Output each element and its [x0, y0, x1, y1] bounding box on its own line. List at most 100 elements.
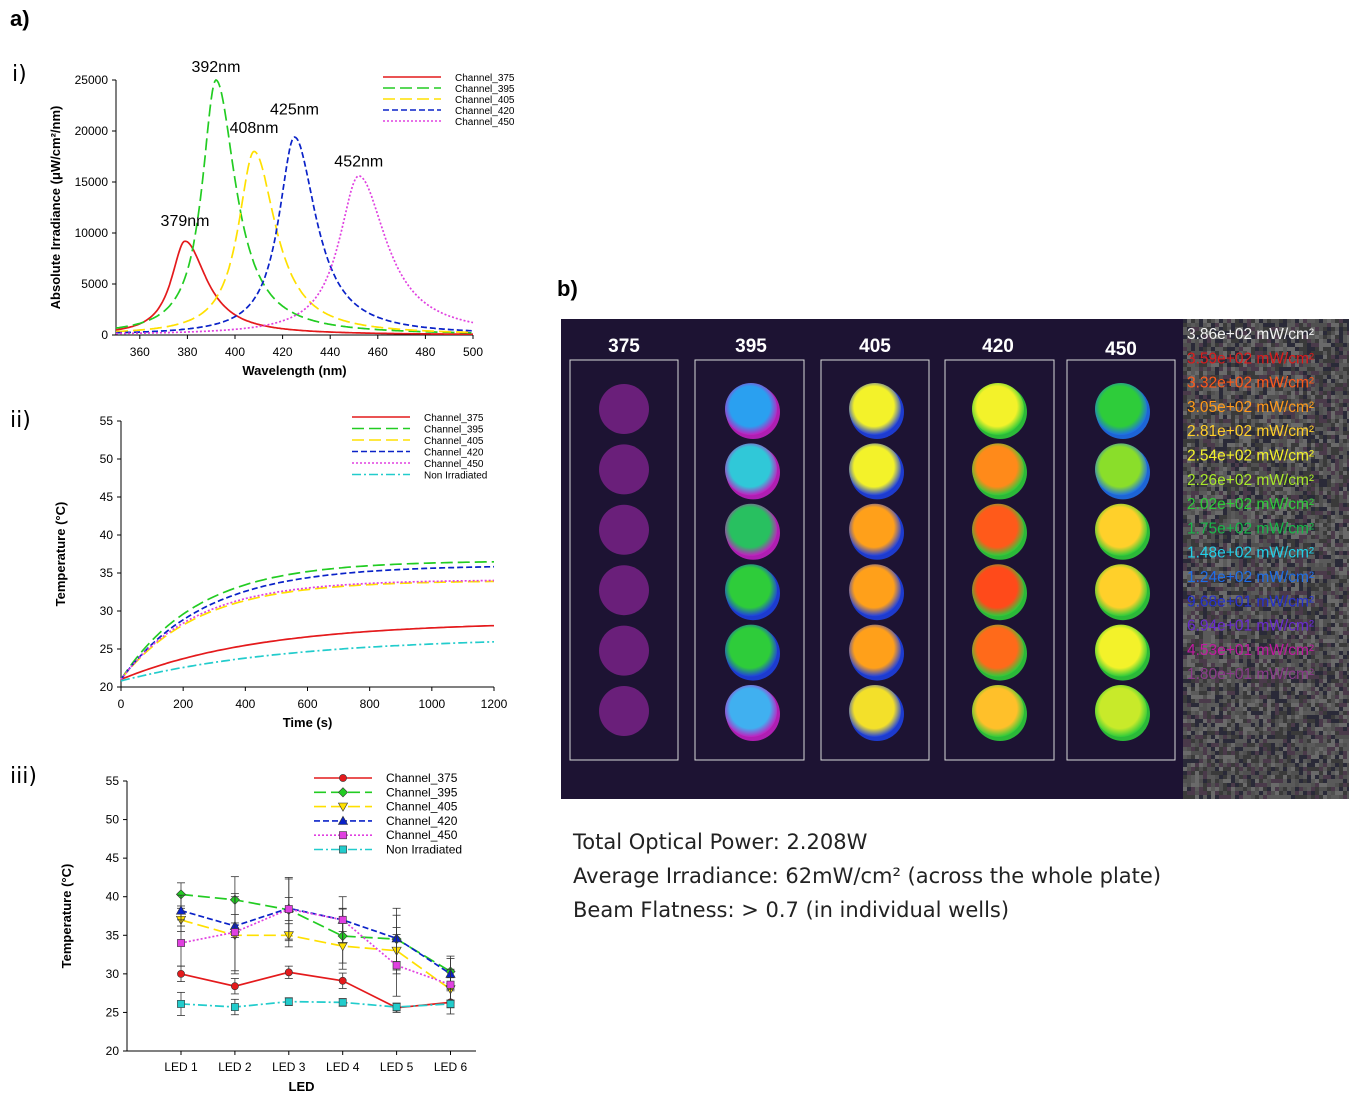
noise-pixel [1291, 431, 1295, 435]
noise-pixel [1187, 623, 1191, 627]
noise-pixel [1347, 355, 1349, 359]
noise-pixel [1335, 535, 1339, 539]
noise-pixel [1223, 543, 1227, 547]
noise-pixel [1323, 535, 1327, 539]
noise-pixel [1219, 711, 1223, 715]
noise-pixel [1335, 675, 1339, 679]
noise-pixel [1279, 335, 1283, 339]
noise-pixel [1343, 627, 1347, 631]
noise-pixel [1235, 719, 1239, 723]
noise-pixel [1275, 671, 1279, 675]
noise-pixel [1291, 491, 1295, 495]
noise-pixel [1315, 583, 1319, 587]
noise-pixel [1295, 655, 1299, 659]
noise-pixel [1219, 651, 1223, 655]
noise-pixel [1235, 539, 1239, 543]
noise-pixel [1251, 647, 1255, 651]
noise-pixel [1231, 539, 1235, 543]
noise-pixel [1315, 579, 1319, 583]
noise-pixel [1191, 727, 1195, 731]
temp-time-ytick-label: 30 [100, 604, 114, 618]
noise-pixel [1335, 443, 1339, 447]
noise-pixel [1195, 515, 1199, 519]
noise-pixel [1231, 375, 1235, 379]
noise-pixel [1247, 607, 1251, 611]
noise-pixel [1199, 411, 1203, 415]
noise-pixel [1195, 387, 1199, 391]
noise-pixel [1287, 727, 1291, 731]
noise-pixel [1319, 663, 1323, 667]
noise-pixel [1283, 379, 1287, 383]
noise-pixel [1195, 415, 1199, 419]
noise-pixel [1191, 343, 1195, 347]
noise-pixel [1195, 375, 1199, 379]
noise-pixel [1251, 667, 1255, 671]
noise-pixel [1279, 539, 1283, 543]
noise-pixel [1219, 603, 1223, 607]
noise-pixel [1211, 379, 1215, 383]
noise-pixel [1291, 503, 1295, 507]
noise-pixel [1303, 543, 1307, 547]
noise-pixel [1295, 527, 1299, 531]
noise-pixel [1227, 671, 1231, 675]
spectra-xtick-label: 460 [368, 345, 388, 359]
noise-pixel [1259, 527, 1263, 531]
noise-pixel [1291, 435, 1295, 439]
noise-pixel [1291, 547, 1295, 551]
noise-pixel [1199, 559, 1203, 563]
noise-pixel [1319, 359, 1323, 363]
noise-pixel [1267, 467, 1271, 471]
noise-pixel [1239, 571, 1243, 575]
noise-pixel [1319, 323, 1323, 327]
noise-pixel [1343, 695, 1347, 699]
noise-pixel [1251, 739, 1255, 743]
noise-pixel [1331, 759, 1335, 763]
noise-pixel [1331, 699, 1335, 703]
noise-pixel [1227, 567, 1231, 571]
noise-pixel [1247, 503, 1251, 507]
noise-pixel [1319, 391, 1323, 395]
noise-pixel [1291, 679, 1295, 683]
noise-pixel [1263, 415, 1267, 419]
noise-pixel [1227, 575, 1231, 579]
noise-pixel [1275, 659, 1279, 663]
noise-pixel [1267, 671, 1271, 675]
noise-pixel [1307, 467, 1311, 471]
noise-pixel [1287, 691, 1291, 695]
noise-pixel [1239, 519, 1243, 523]
noise-pixel [1291, 467, 1295, 471]
noise-pixel [1279, 671, 1283, 675]
noise-pixel [1331, 359, 1335, 363]
noise-pixel [1271, 347, 1275, 351]
noise-pixel [1319, 383, 1323, 387]
noise-pixel [1247, 323, 1251, 327]
noise-pixel [1343, 355, 1347, 359]
noise-pixel [1295, 687, 1299, 691]
noise-pixel [1259, 423, 1263, 427]
noise-pixel [1211, 639, 1215, 643]
noise-pixel [1287, 467, 1291, 471]
noise-pixel [1335, 363, 1339, 367]
noise-pixel [1259, 535, 1263, 539]
noise-pixel [1279, 559, 1283, 563]
noise-pixel [1287, 515, 1291, 519]
temp-time-legend-entry: Channel_375 [424, 413, 484, 424]
noise-pixel [1215, 611, 1219, 615]
noise-pixel [1223, 447, 1227, 451]
noise-pixel [1343, 639, 1347, 643]
noise-pixel [1327, 371, 1331, 375]
noise-pixel [1259, 531, 1263, 535]
noise-pixel [1283, 683, 1287, 687]
noise-pixel [1255, 367, 1259, 371]
noise-pixel [1183, 543, 1187, 547]
noise-pixel [1211, 555, 1215, 559]
spectra-ytick-label: 0 [101, 328, 108, 342]
noise-pixel [1259, 715, 1263, 719]
noise-pixel [1347, 459, 1349, 463]
noise-pixel [1243, 359, 1247, 363]
noise-pixel [1231, 371, 1235, 375]
noise-pixel [1183, 371, 1187, 375]
spectra-peak-annotation: 392nm [191, 59, 240, 76]
noise-pixel [1335, 595, 1339, 599]
noise-pixel [1243, 655, 1247, 659]
